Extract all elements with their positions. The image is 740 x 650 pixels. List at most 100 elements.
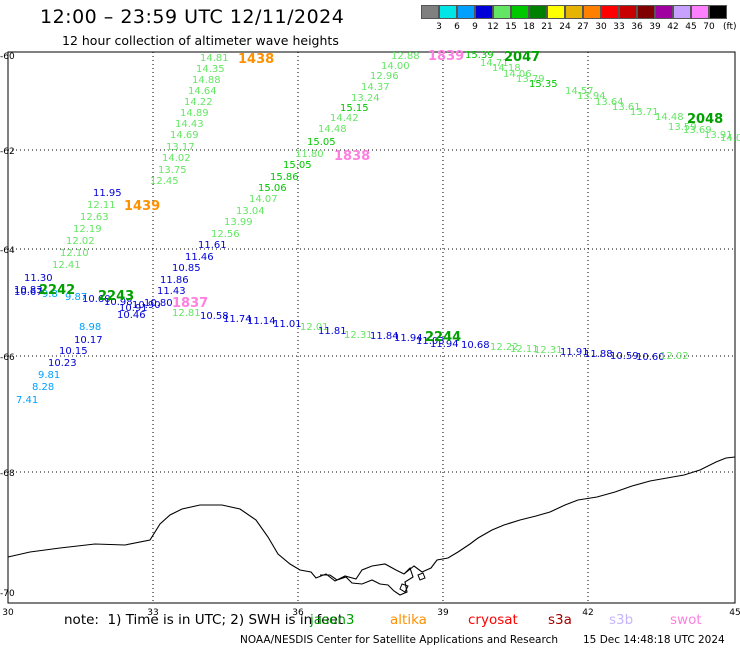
wave-height-value: 11.94 — [430, 339, 459, 350]
footer-credit: NOAA/NESDIS Center for Satellite Applica… — [240, 634, 558, 646]
wave-height-value: 10.68 — [461, 340, 490, 351]
scale-label: 18 — [523, 22, 535, 32]
scale-swatch — [439, 5, 457, 19]
wave-height-value: 15.05 — [283, 160, 312, 171]
wave-height-value: 14.07 — [249, 194, 278, 205]
wave-height-value: 10.85 — [172, 263, 201, 274]
wave-height-value: 10.46 — [117, 310, 146, 321]
wave-height-value: 14.48 — [655, 112, 684, 123]
scale-label: 6 — [454, 22, 460, 32]
wave-height-value: 13.04 — [236, 206, 265, 217]
scale-swatch — [511, 5, 529, 19]
wave-height-value: 12.11 — [87, 200, 116, 211]
scale-swatch — [709, 5, 727, 19]
scale-swatch — [655, 5, 673, 19]
wave-height-value: 10.15 — [59, 346, 88, 357]
coastline-islet — [399, 583, 409, 593]
lon-label: 42 — [582, 608, 593, 618]
wave-height-value: 15.06 — [258, 183, 287, 194]
scale-label: 36 — [631, 22, 643, 32]
wave-height-value: 11.94 — [394, 333, 423, 344]
wave-height-value: 12.96 — [370, 71, 399, 82]
lon-label: 45 — [729, 608, 740, 618]
wave-height-value: 15.35 — [529, 79, 558, 90]
wave-height-value: 11.46 — [185, 252, 214, 263]
wave-height-value: 10.90 — [132, 300, 161, 311]
wave-height-value: 12.10 — [60, 248, 89, 259]
wave-height-value: 12.56 — [211, 229, 240, 240]
track-time-label: 2242 — [39, 283, 75, 298]
scale-label: 39 — [649, 22, 661, 32]
wave-height-value: 12.01 — [300, 322, 329, 333]
wave-height-value: 13.91 — [704, 130, 733, 141]
footer-timestamp: 15 Dec 14:48:18 UTC 2024 — [583, 634, 725, 646]
lon-label: 33 — [147, 608, 158, 618]
wave-height-value: 13.59 — [668, 122, 697, 133]
wave-height-value: 10.98 — [104, 297, 133, 308]
wave-height-value: 10.60 — [82, 294, 111, 305]
scale-swatch — [493, 5, 511, 19]
lat-label: -66 — [0, 353, 15, 363]
wave-height-value: 15.05 — [307, 137, 336, 148]
wave-height-value: 14.57 — [565, 86, 594, 97]
scale-swatch — [529, 5, 547, 19]
track-time-label: 1438 — [238, 52, 274, 67]
scale-label: 24 — [559, 22, 571, 32]
wave-height-value: 10.59 — [610, 351, 639, 362]
scale-label: 45 — [685, 22, 697, 32]
wave-height-value: 14.89 — [180, 108, 209, 119]
scale-swatch — [547, 5, 565, 19]
wave-height-value: 7.41 — [16, 395, 38, 406]
wave-height-value: 12.88 — [391, 51, 420, 62]
wave-height-value: 11.74 — [223, 314, 252, 325]
wave-height-value: 11.01 — [273, 319, 302, 330]
wave-height-value: 14.0 — [720, 133, 740, 144]
track-time-label: 1837 — [172, 296, 208, 311]
wave-height-value: 11.95 — [93, 188, 122, 199]
axis-labels: 30 33 36 39 42 45 -60 -62 -64 -66 -68 -70 — [0, 52, 740, 618]
track-time-label: 1439 — [124, 199, 160, 214]
scale-label: 30 — [595, 22, 607, 32]
wave-height-value: 10.80 — [144, 298, 173, 309]
scale-label: 3 — [436, 22, 442, 32]
scale-swatch — [583, 5, 601, 19]
scale-swatch — [619, 5, 637, 19]
wave-height-value: 12.11 — [510, 344, 539, 355]
wave-height-value: 13.79 — [516, 74, 545, 85]
wave-height-value: 14.37 — [361, 82, 390, 93]
lat-label: -70 — [0, 589, 15, 599]
wave-height-value: 14.64 — [188, 86, 217, 97]
wave-height-value: 11.81 — [318, 326, 347, 337]
wave-height-value: 14.18 — [492, 63, 521, 74]
wave-height-value: 9.81 — [38, 370, 60, 381]
wave-height-value: 11.80 — [295, 149, 324, 160]
wave-height-value: 12.31 — [534, 345, 563, 356]
wave-height-value: 12.02 — [66, 236, 95, 247]
map-frame — [7, 51, 736, 604]
wave-height-value: 14.00 — [381, 61, 410, 72]
satellite-label-swot: swot — [670, 612, 702, 628]
scale-label: 27 — [577, 22, 589, 32]
track-time-label: 2244 — [425, 330, 461, 345]
satellite-label-altika: altika — [390, 612, 427, 628]
lon-label: 39 — [437, 608, 449, 618]
wave-height-value: 12.31 — [344, 330, 373, 341]
wave-height-value: 13.99 — [224, 217, 253, 228]
wave-height-value: 14.71 — [480, 58, 509, 69]
wave-height-value: 14.48 — [318, 124, 347, 135]
wave-height-value: 14.69 — [170, 130, 199, 141]
lon-label: 30 — [2, 608, 14, 618]
scale-label: 12 — [487, 22, 499, 32]
scale-label: 70 — [703, 22, 715, 32]
scale-swatch — [475, 5, 493, 19]
wave-height-value: 9.8 — [42, 289, 58, 300]
scale-swatch — [457, 5, 475, 19]
wave-height-value: 15.39 — [465, 50, 494, 61]
coastline-islet — [417, 572, 426, 581]
wave-height-value: 13.71 — [630, 107, 659, 118]
wave-height-value: 12.02 — [660, 351, 689, 362]
scale-swatch — [637, 5, 655, 19]
lat-label: -62 — [0, 147, 15, 157]
scale-swatch — [565, 5, 583, 19]
